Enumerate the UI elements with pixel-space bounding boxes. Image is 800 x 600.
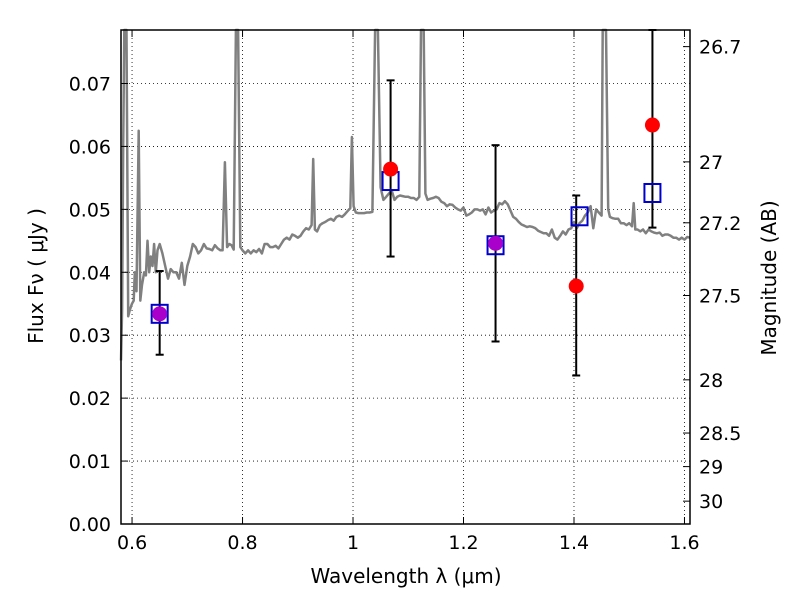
x-axis-label: Wavelength λ (μm) [310,564,501,588]
y2-axis-label: Magnitude (AB) [757,200,781,355]
x-tick-label: 1.4 [559,532,589,554]
y2-tick-label: 30 [699,491,723,513]
x-tick-label: 1.2 [448,532,478,554]
x-tick-label: 1 [347,532,359,554]
y-axis-label: Flux Fν ( μJy ) [24,208,48,344]
observed-point-circle [383,161,399,177]
y-tick-label: 0.05 [69,199,111,221]
model-point-square [643,182,662,203]
model-point-square [150,303,169,324]
y-tick-label: 0.03 [69,325,111,347]
y-tick-label: 0.00 [69,514,111,536]
spectrum-layer [119,28,691,361]
plot-frame [120,29,691,525]
y2-tick-label: 29 [699,457,723,479]
y2-tick-label: 28.5 [699,423,741,445]
y2-tick-label: 28 [699,370,723,392]
y2-tick-label: 27.5 [699,286,741,308]
markers [150,117,662,324]
observed-point-circle [152,306,168,322]
y2-tick-label: 27.2 [699,213,741,235]
grid [121,30,690,524]
y-tick-label: 0.07 [69,73,111,95]
x-tick-label: 0.8 [227,532,257,554]
observed-point-circle [644,117,660,133]
x-tick-label: 1.6 [669,532,699,554]
observed-point-circle [568,278,584,294]
y-tick-label: 0.06 [69,136,111,158]
model-point-square [570,206,589,227]
error-bars [155,29,657,377]
spectrum-line [119,28,691,361]
y2-tick-label: 26.7 [699,37,741,59]
y-tick-label: 0.04 [69,262,111,284]
observed-point-circle [488,235,504,251]
y-tick-label: 0.02 [69,388,111,410]
y-tick-label: 0.01 [69,451,111,473]
y2-tick-label: 27 [699,152,723,174]
axes: 0.6 0.8 1 1.2 1.4 1.6 0.00 0.01 0.02 0.03 0.04 0.05… [69,29,741,554]
x-tick-label: 0.6 [117,532,147,554]
